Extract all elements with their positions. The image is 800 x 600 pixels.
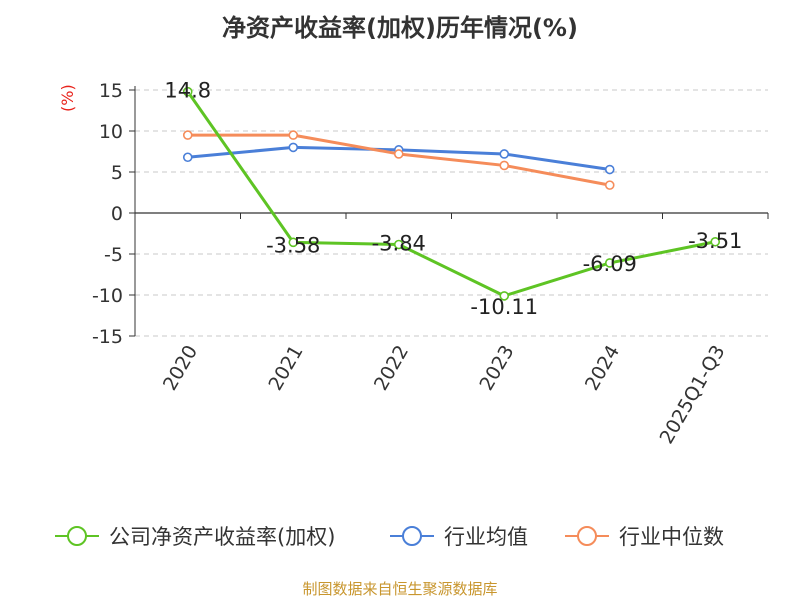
data-label: 14.8 (164, 79, 211, 103)
data-point (288, 130, 299, 140)
data-point (182, 152, 193, 163)
series-line (186, 90, 716, 298)
x-tick-label: 2020 (159, 342, 202, 395)
x-tick-label: 2024 (581, 342, 624, 395)
data-point (604, 258, 615, 268)
source-footer: 制图数据来自恒生聚源数据库 (302, 580, 498, 598)
x-tick-label: 2021 (264, 342, 307, 395)
legend-marker (402, 526, 422, 546)
y-tick-label: 10 (99, 121, 123, 143)
legend: 公司净资产收益率(加权) 行业均值 行业中位数 (55, 525, 724, 549)
data-point (499, 160, 510, 171)
legend-label: 行业中位数 (619, 525, 724, 549)
data-point (499, 291, 510, 301)
x-tick-label: 2025Q1-Q3 (656, 342, 730, 448)
data-point (604, 164, 615, 175)
data-label: -3.51 (688, 229, 742, 253)
data-point (393, 239, 404, 250)
data-point (499, 149, 510, 159)
data-point (288, 237, 299, 248)
data-label: -10.11 (470, 295, 538, 319)
x-tick-label: 2023 (475, 342, 518, 395)
y-tick-label: 0 (111, 203, 123, 225)
data-point (604, 180, 615, 190)
data-label: -6.09 (583, 252, 637, 276)
legend-marker (67, 526, 87, 546)
x-tick-label: 2022 (370, 342, 413, 395)
series-lines (182, 86, 721, 301)
data-point (288, 142, 299, 153)
data-point (182, 86, 193, 97)
legend-label: 公司净资产收益率(加权) (109, 525, 335, 549)
y-tick-label: 15 (99, 80, 123, 102)
gridlines (135, 89, 768, 337)
data-label: -3.84 (372, 231, 426, 255)
y-tick-label: -15 (92, 326, 123, 348)
data-point (710, 236, 721, 247)
chart-title: 净资产收益率(加权)历年情况(%) (222, 14, 578, 42)
data-point (182, 130, 193, 140)
y-tick-label: 5 (111, 162, 123, 184)
data-point (393, 149, 404, 159)
data-labels: 14.8 -3.58 -3.84 -10.11 -6.09 -3.51 (164, 79, 742, 319)
legend-label: 行业均值 (444, 525, 528, 549)
data-label: -3.58 (266, 233, 320, 257)
y-tick-label: -5 (104, 244, 123, 266)
legend-marker (577, 526, 597, 546)
y-tick-label: -10 (92, 285, 123, 307)
